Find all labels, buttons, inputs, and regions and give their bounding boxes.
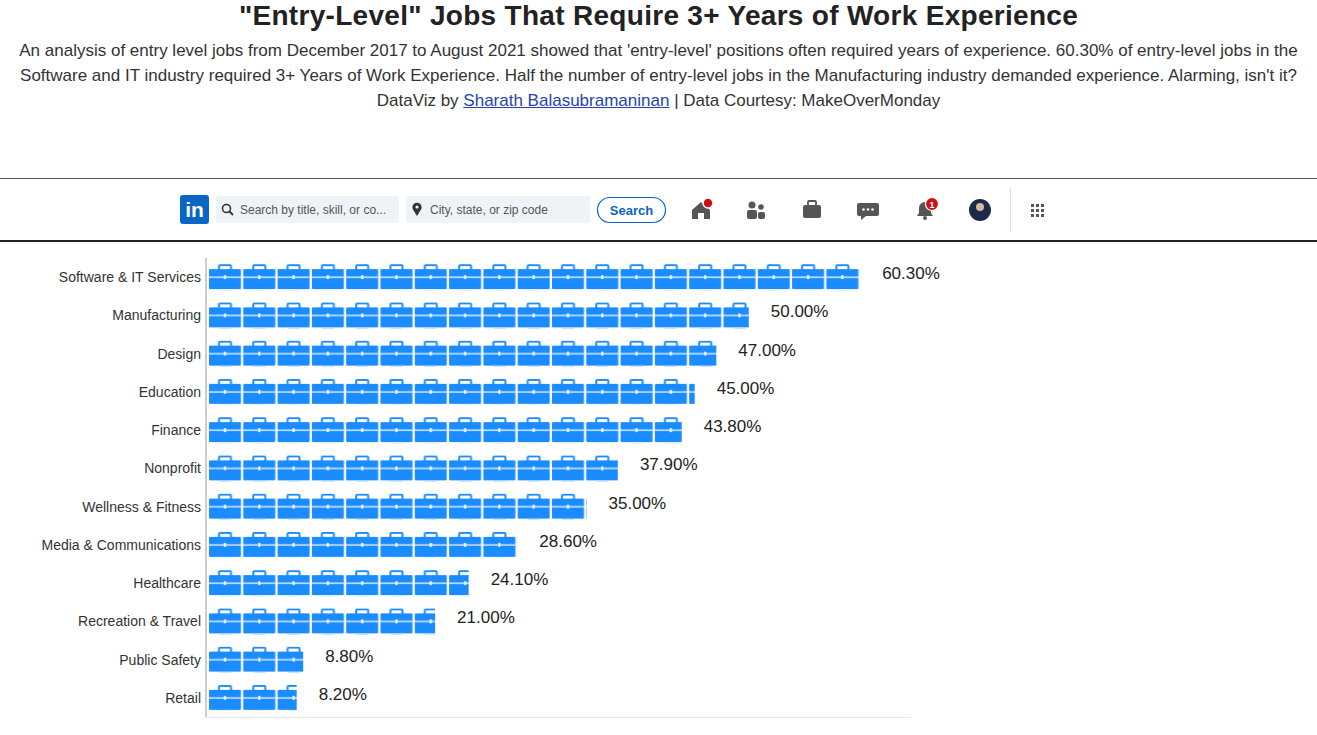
credit-prefix: DataViz by <box>377 91 459 110</box>
category-label: Public Safety <box>119 652 201 668</box>
badge-text: 1 <box>929 200 934 210</box>
search-box[interactable] <box>216 196 399 223</box>
category-label: Software & IT Services <box>59 269 201 285</box>
value-label: 8.20% <box>319 685 367 704</box>
search-icon-handle <box>230 212 234 216</box>
jobs-icon[interactable] <box>803 205 821 218</box>
apps-icon[interactable] <box>1041 214 1044 217</box>
bar <box>208 455 618 481</box>
bar <box>208 264 860 290</box>
search-button[interactable] <box>598 198 666 223</box>
bar <box>208 570 469 596</box>
apps-icon[interactable] <box>1036 209 1039 212</box>
value-label: 60.30% <box>882 264 940 283</box>
bar <box>208 341 716 367</box>
bar <box>208 417 682 443</box>
category-label: Education <box>139 384 201 400</box>
navbar: in Search by title, skill, or co... City, … <box>0 179 1317 242</box>
message-icon-dot <box>871 208 874 211</box>
value-label: 45.00% <box>717 379 775 398</box>
value-label: 35.00% <box>609 494 667 513</box>
chart: Software & IT Services 60.30% Manufacturin… <box>41 258 939 718</box>
category-label: Finance <box>151 422 201 438</box>
value-label: 8.80% <box>325 647 373 666</box>
bell-icon-clapper <box>923 216 927 220</box>
message-icon-dot <box>862 208 865 211</box>
category-label: Media & Communications <box>41 537 201 553</box>
badge <box>926 198 939 211</box>
pin-icon-hole <box>415 205 418 208</box>
search-placeholder: Search by title, skill, or co... <box>240 203 386 217</box>
apps-icon[interactable] <box>1031 204 1034 207</box>
subtitle: An analysis of entry level jobs from Dec… <box>14 38 1304 88</box>
message-icon-dot <box>867 208 870 211</box>
apps-icon[interactable] <box>1036 204 1039 207</box>
category-label: Retail <box>165 690 201 706</box>
people-icon-head[interactable] <box>749 202 756 209</box>
credit-author[interactable]: Sharath Balasubramaninan <box>463 91 669 110</box>
category-label: Healthcare <box>133 575 201 591</box>
logo-box <box>180 195 209 224</box>
category-label: Recreation & Travel <box>78 613 201 629</box>
navbar-bottom-line <box>0 240 1317 242</box>
value-label: 37.90% <box>640 455 698 474</box>
location-placeholder: City, state, or zip code <box>430 203 548 217</box>
bar <box>208 302 749 328</box>
credit-suffix: | Data Courtesy: MakeOverMonday <box>674 91 940 110</box>
apps-icon[interactable] <box>1031 214 1034 217</box>
value-label: 47.00% <box>738 341 796 360</box>
value-label: 28.60% <box>539 532 597 551</box>
navbar-top-line <box>0 178 1317 179</box>
stage: in Search by title, skill, or co... City, … <box>0 0 1317 735</box>
home-dot <box>703 198 713 208</box>
credit: DataViz by Sharath Balasubramaninan | Da… <box>0 88 1317 113</box>
category-label: Manufacturing <box>112 307 201 323</box>
bar <box>208 494 587 520</box>
location-box[interactable] <box>406 196 590 223</box>
value-label: 21.00% <box>457 608 515 627</box>
category-label: Nonprofit <box>144 460 201 476</box>
people-icon-body <box>758 212 765 219</box>
apps-icon[interactable] <box>1041 204 1044 207</box>
apps-icon[interactable] <box>1036 214 1039 217</box>
value-label: 24.10% <box>491 570 549 589</box>
people-icon-head <box>758 204 764 210</box>
bar <box>208 647 303 673</box>
y-axis-line <box>206 258 207 717</box>
navbar-divider <box>1010 188 1011 232</box>
category-label: Design <box>157 346 201 362</box>
bars <box>208 264 860 711</box>
value-label: 50.00% <box>771 302 829 321</box>
header: "Entry-Level" Jobs That Require 3+ Years… <box>0 0 1317 113</box>
avatar-face <box>976 203 984 211</box>
avatar[interactable] <box>969 199 991 221</box>
bar <box>208 608 435 634</box>
search-icon <box>223 205 231 213</box>
pin-icon <box>412 203 421 216</box>
apps-icon[interactable] <box>1031 209 1034 212</box>
category-label: Wellness & Fitness <box>82 499 201 515</box>
message-icon[interactable] <box>857 203 879 220</box>
apps-icon[interactable] <box>1041 209 1044 212</box>
people-icon-body <box>747 210 757 219</box>
labels: Software & IT Services 60.30% Manufacturin… <box>41 264 939 706</box>
title: "Entry-Level" Jobs That Require 3+ Years… <box>0 0 1317 32</box>
bar <box>208 379 695 405</box>
search-button-text[interactable]: Search <box>610 203 653 218</box>
bar <box>208 685 297 711</box>
logo-text: in <box>185 198 204 221</box>
chart-canvas: in Search by title, skill, or co... City, … <box>0 0 1317 735</box>
value-label: 43.80% <box>704 417 762 436</box>
x-axis-line <box>206 717 911 718</box>
bar <box>208 532 517 558</box>
